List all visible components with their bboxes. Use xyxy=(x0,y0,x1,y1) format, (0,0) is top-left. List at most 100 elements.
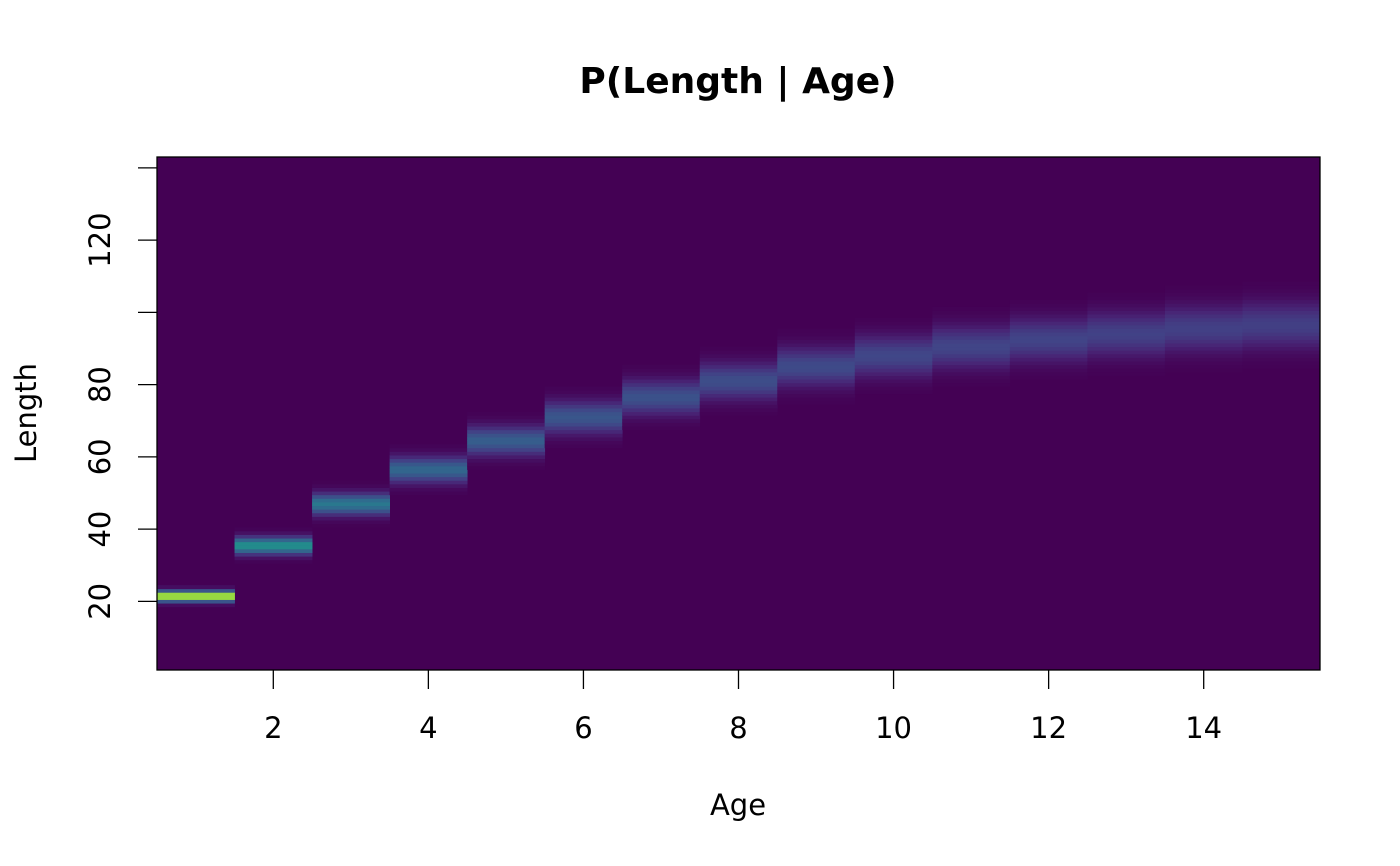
heatmap-cell xyxy=(467,433,546,438)
heatmap-cell xyxy=(1009,339,1088,344)
heatmap-cell xyxy=(1164,357,1243,362)
heatmap-cell xyxy=(699,404,778,409)
heatmap-cell xyxy=(1087,324,1166,330)
heatmap-cell xyxy=(932,343,1011,348)
heatmap-cell xyxy=(1087,339,1166,344)
heatmap-cell xyxy=(1242,296,1321,301)
heatmap-cell xyxy=(467,429,546,434)
heatmap-cell xyxy=(544,422,623,427)
heatmap-cell xyxy=(1242,328,1321,333)
heatmap-cell xyxy=(1242,303,1321,308)
heatmap-cell xyxy=(234,534,313,539)
heatmap-cell xyxy=(622,415,701,420)
heatmap-cell xyxy=(1242,292,1321,297)
heatmap-cell xyxy=(777,379,856,384)
heatmap-cell xyxy=(622,397,701,402)
heatmap-cell xyxy=(312,520,390,525)
heatmap-cell xyxy=(544,404,623,409)
heatmap-cell xyxy=(932,314,1011,319)
heatmap-cell xyxy=(1009,353,1088,358)
heatmap-cell xyxy=(1242,281,1321,286)
heatmap-cell xyxy=(389,451,468,456)
heatmap-cell xyxy=(932,357,1011,362)
heatmap-cell xyxy=(1164,303,1243,308)
heatmap-cell xyxy=(699,379,778,384)
heatmap-cell xyxy=(467,426,546,431)
heatmap-cell xyxy=(1242,335,1321,340)
heatmap-cell xyxy=(854,382,933,387)
heatmap-cell xyxy=(234,530,313,535)
heatmap-cell xyxy=(699,368,778,373)
heatmap-cell xyxy=(544,415,623,420)
heatmap-cell xyxy=(1087,292,1166,297)
heatmap-cell xyxy=(1242,364,1321,369)
x-tick-label: 8 xyxy=(729,711,747,745)
y-axis-label: Length xyxy=(9,363,43,463)
heatmap-cell xyxy=(467,440,546,445)
heatmap-cell xyxy=(1242,317,1321,322)
heatmap-cell xyxy=(467,455,546,460)
heatmap-cell xyxy=(1164,321,1243,326)
heatmap-cell xyxy=(622,426,701,431)
heatmap-cell xyxy=(312,480,390,485)
y-tick-label: 60 xyxy=(83,438,117,475)
heatmap-cell xyxy=(854,361,933,366)
heatmap-cell xyxy=(699,350,778,355)
heatmap-cell xyxy=(1164,296,1243,301)
heatmap-cell xyxy=(544,397,623,402)
heatmap-cell xyxy=(854,339,933,344)
heatmap-cell xyxy=(389,473,468,478)
heatmap-cell xyxy=(932,371,1011,376)
heatmap-cell xyxy=(1164,343,1243,348)
heatmap-cell xyxy=(1242,357,1321,362)
heatmap-cell xyxy=(1242,339,1321,344)
heatmap-cell xyxy=(544,429,623,434)
age-column-4 xyxy=(389,444,468,496)
age-column-1 xyxy=(157,585,235,608)
heatmap-cell xyxy=(467,418,546,423)
age-column-3 xyxy=(312,480,390,528)
heatmap-cell xyxy=(467,411,546,416)
heatmap-cell xyxy=(234,545,313,550)
heatmap-cell xyxy=(312,509,390,514)
heatmap-cell xyxy=(1009,306,1088,311)
age-column-15 xyxy=(1242,281,1321,369)
heatmap-cell xyxy=(932,310,1011,315)
heatmap-cell xyxy=(777,328,856,333)
heatmap-cell xyxy=(1009,314,1088,319)
heatmap-cell xyxy=(157,599,235,604)
heatmap-cell xyxy=(1164,368,1243,373)
x-tick-label: 14 xyxy=(1185,711,1222,745)
heatmap-cell xyxy=(1164,285,1243,290)
heatmap-cell xyxy=(1087,361,1166,366)
heatmap-cell xyxy=(1087,371,1166,376)
x-axis: 2 4 6 8 10 12 14 xyxy=(264,670,1222,745)
heatmap-cell xyxy=(699,375,778,380)
heatmap-cell xyxy=(1087,350,1166,355)
heatmap-cell xyxy=(854,328,933,333)
heatmap-cell xyxy=(234,538,313,543)
heatmap-cell xyxy=(312,498,390,503)
chart-title: P(Length | Age) xyxy=(579,61,896,102)
heatmap-cell xyxy=(312,512,390,517)
heatmap-cell xyxy=(699,382,778,387)
heatmap-cell xyxy=(467,458,546,463)
x-tick-label: 6 xyxy=(574,711,592,745)
heatmap-cell xyxy=(1242,314,1321,319)
heatmap-cell xyxy=(777,390,856,395)
heatmap-cell xyxy=(544,390,623,395)
heatmap-cell xyxy=(854,368,933,373)
heatmap-cell xyxy=(622,400,701,405)
age-column-5 xyxy=(467,411,546,470)
heatmap-cell xyxy=(854,321,933,326)
heatmap-cell xyxy=(1164,339,1243,344)
heatmap-cell xyxy=(544,393,623,398)
heatmap-cell xyxy=(777,386,856,391)
heatmap-cell xyxy=(1164,314,1243,319)
heatmap-cell xyxy=(1242,346,1321,351)
heatmap-cell xyxy=(1087,353,1166,358)
heatmap-cell xyxy=(854,332,933,337)
heatmap-cell xyxy=(1009,321,1088,326)
heatmap-cell xyxy=(389,483,468,488)
heatmap-cell xyxy=(854,357,933,362)
